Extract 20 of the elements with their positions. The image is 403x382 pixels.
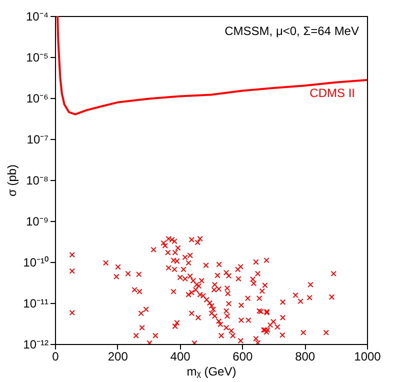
y-tick-label: 10⁻¹² <box>23 338 48 352</box>
annotation: CMSSM, μ<0, Σ=64 MeV <box>224 24 359 38</box>
y-tick-label: 10⁻⁷ <box>26 132 48 146</box>
x-tick-label: 0 <box>52 350 60 364</box>
x-tick-label: 1000 <box>354 350 382 364</box>
y-tick-label: 10⁻⁸ <box>26 174 48 188</box>
series-label: CDMS II <box>310 86 355 100</box>
x-tick-label: 400 <box>170 350 191 364</box>
y-tick-label: 10⁻⁶ <box>26 92 49 106</box>
x-tick-label: 800 <box>295 350 316 364</box>
y-tick-label: 10⁻¹¹ <box>23 296 48 310</box>
y-tick-label: 10⁻⁹ <box>26 214 48 228</box>
y-tick-label: 10⁻⁴ <box>26 10 48 24</box>
x-tick-label: 200 <box>108 350 128 364</box>
x-axis-title: mᵪ (GeV) <box>186 364 236 378</box>
y-tick-label: 10⁻⁵ <box>26 50 49 64</box>
y-tick-label: 10⁻¹⁰ <box>23 256 48 270</box>
line-series <box>56 16 367 116</box>
y-axis-title: σ (pb) <box>5 164 20 197</box>
x-tick-label: 600 <box>232 350 254 364</box>
